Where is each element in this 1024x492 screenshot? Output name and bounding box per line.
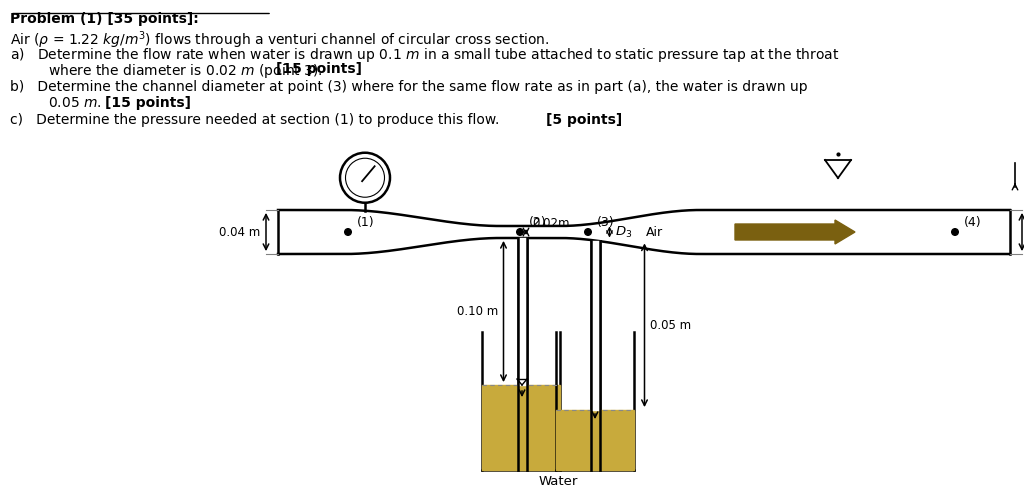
Text: [5 points]: [5 points]	[546, 113, 623, 127]
Text: 0.05 $m$.: 0.05 $m$.	[48, 96, 103, 110]
Text: c)   Determine the pressure needed at section (1) to produce this flow.: c) Determine the pressure needed at sect…	[10, 113, 504, 127]
Text: Water: Water	[539, 475, 578, 488]
Text: 0.10 m: 0.10 m	[458, 305, 499, 318]
Text: [15 points]: [15 points]	[105, 96, 191, 110]
Text: Air: Air	[645, 225, 663, 239]
Text: a)   Determine the flow rate when water is drawn up 0.1 $m$ in a small tube atta: a) Determine the flow rate when water is…	[10, 46, 839, 64]
Text: 0.05 m: 0.05 m	[649, 319, 690, 332]
Text: Problem (1) [35 points]:: Problem (1) [35 points]:	[10, 12, 199, 26]
Circle shape	[345, 229, 351, 235]
Text: [15 points]: [15 points]	[276, 62, 362, 76]
Text: b)   Determine the channel diameter at point (3) where for the same flow rate as: b) Determine the channel diameter at poi…	[10, 80, 808, 94]
Circle shape	[585, 229, 591, 235]
Circle shape	[517, 229, 523, 235]
FancyArrow shape	[735, 220, 855, 244]
Bar	[556, 410, 634, 470]
Circle shape	[345, 158, 384, 197]
Text: 0.02m: 0.02m	[532, 216, 569, 230]
Circle shape	[340, 153, 390, 203]
Text: (3): (3)	[597, 216, 614, 229]
Text: (4): (4)	[964, 216, 982, 229]
Text: 0.04 m: 0.04 m	[219, 225, 260, 239]
Text: Air ($\rho$ = 1.22 $kg/m^3$) flows through a venturi channel of circular cross s: Air ($\rho$ = 1.22 $kg/m^3$) flows throu…	[10, 29, 550, 51]
Text: (2): (2)	[529, 216, 547, 229]
Circle shape	[951, 229, 958, 235]
Bar	[482, 385, 560, 470]
Text: (1): (1)	[357, 216, 375, 229]
Text: where the diameter is 0.02 $m$ (point 3).: where the diameter is 0.02 $m$ (point 3)…	[48, 62, 325, 80]
Text: $D_3$: $D_3$	[615, 224, 633, 240]
